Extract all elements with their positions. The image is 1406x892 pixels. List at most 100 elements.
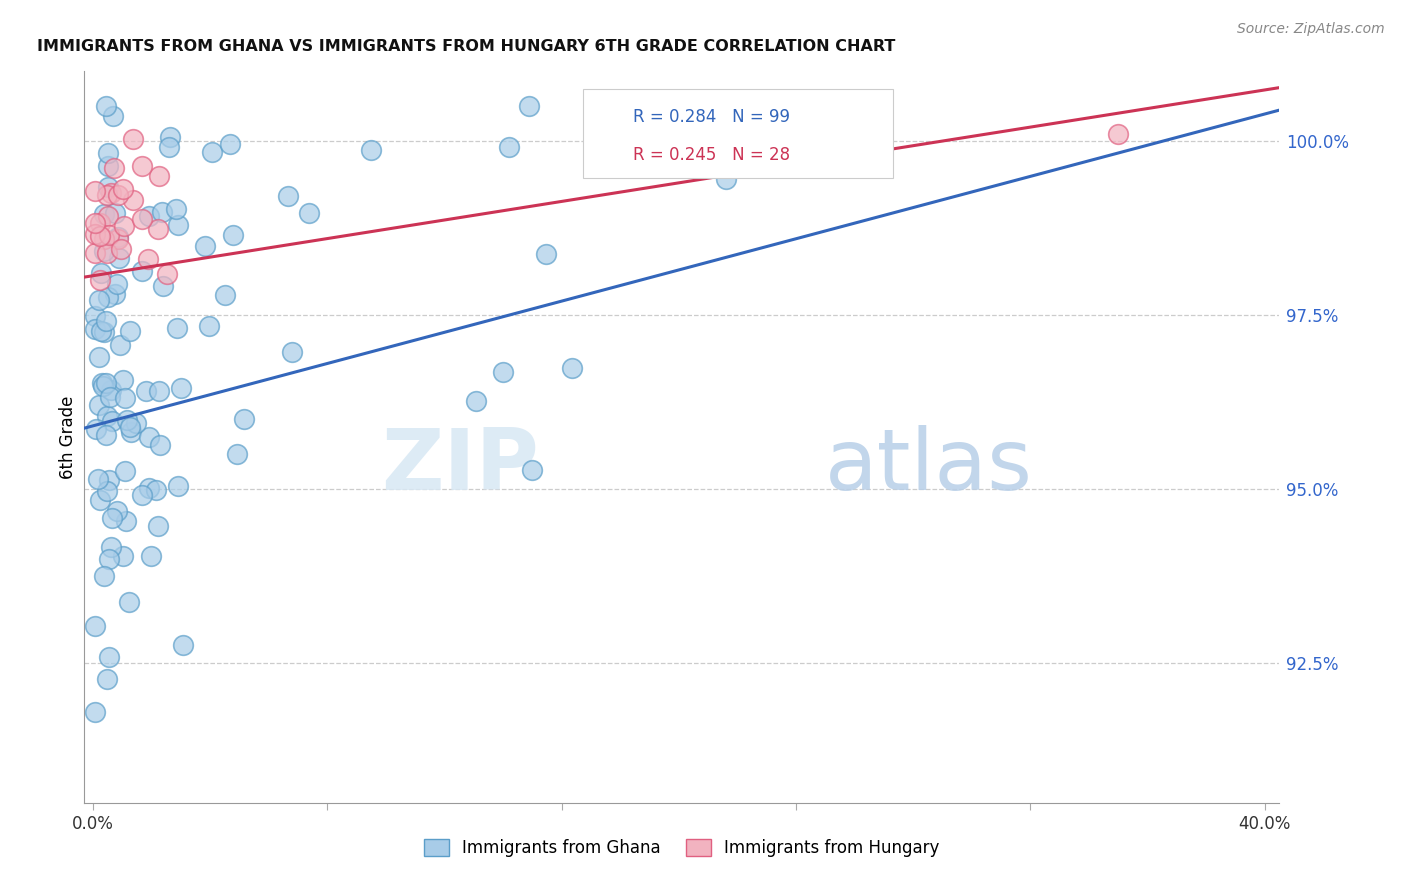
Point [193,239,215,253]
Point [157,140,180,154]
Point [101,109,124,123]
Text: R = 0.284   N = 99: R = 0.284 N = 99 [633,108,790,126]
Point [108,337,131,351]
Point [298,206,321,220]
Point [1107,127,1129,141]
Point [89,215,111,229]
Point [214,288,236,302]
Point [716,172,738,186]
Point [197,319,219,334]
Point [87,293,110,308]
Point [96,188,118,202]
Point [93,207,115,221]
Point [148,169,170,183]
Point [138,481,160,495]
Point [98,227,121,242]
Point [141,549,163,563]
Point [166,320,188,334]
Point [280,345,302,359]
Point [94,99,117,113]
Point [100,540,122,554]
Point [152,279,174,293]
Point [83,227,105,241]
Point [167,218,190,232]
Point [219,136,242,151]
Point [107,230,129,244]
Point [112,219,135,234]
Point [97,290,120,304]
Point [145,483,167,497]
Point [103,205,125,219]
Point [114,514,136,528]
Point [114,464,136,478]
Point [170,381,193,395]
Point [107,188,129,202]
Point [131,211,153,226]
Text: Source: ZipAtlas.com: Source: ZipAtlas.com [1237,22,1385,37]
Point [149,438,172,452]
Point [97,146,120,161]
Point [90,324,112,338]
Point [103,161,125,176]
Point [94,376,117,391]
Point [93,244,115,258]
Point [146,222,169,236]
Point [492,365,515,379]
Point [93,232,115,246]
Point [86,422,108,436]
Point [93,569,115,583]
Point [97,209,120,223]
Point [100,390,122,404]
Point [226,446,249,460]
Point [96,672,118,686]
Point [117,595,139,609]
Point [83,245,105,260]
Point [156,267,179,281]
Point [498,139,520,153]
Text: atlas: atlas [825,425,1033,508]
Point [120,324,142,338]
Point [165,202,187,217]
Point [150,204,173,219]
Point [96,409,118,424]
Point [138,430,160,444]
Point [84,217,107,231]
Point [90,266,112,280]
Point [83,706,105,720]
Text: R = 0.245   N = 28: R = 0.245 N = 28 [633,146,790,164]
Point [105,277,128,291]
Point [100,383,122,397]
Point [91,376,114,390]
Point [89,350,111,364]
Point [89,228,111,243]
Point [100,511,122,525]
Point [517,99,540,113]
Text: ZIP: ZIP [381,425,538,508]
Point [131,488,153,502]
Point [138,209,160,223]
Point [83,322,105,336]
Point [120,420,142,434]
Point [105,504,128,518]
Point [117,413,139,427]
Point [114,391,136,405]
Legend: Immigrants from Ghana, Immigrants from Hungary: Immigrants from Ghana, Immigrants from H… [418,832,946,864]
Point [96,428,118,442]
Point [159,130,181,145]
Point [221,227,243,242]
Point [104,287,127,301]
Point [166,479,188,493]
Point [107,232,129,246]
Point [828,99,851,113]
Point [96,159,118,173]
Point [110,242,132,256]
Point [131,159,153,173]
Point [148,384,170,398]
Point [121,194,143,208]
Point [360,143,382,157]
Point [101,414,124,428]
Point [201,145,224,159]
Point [120,425,142,439]
Point [98,650,121,665]
Point [108,251,131,265]
